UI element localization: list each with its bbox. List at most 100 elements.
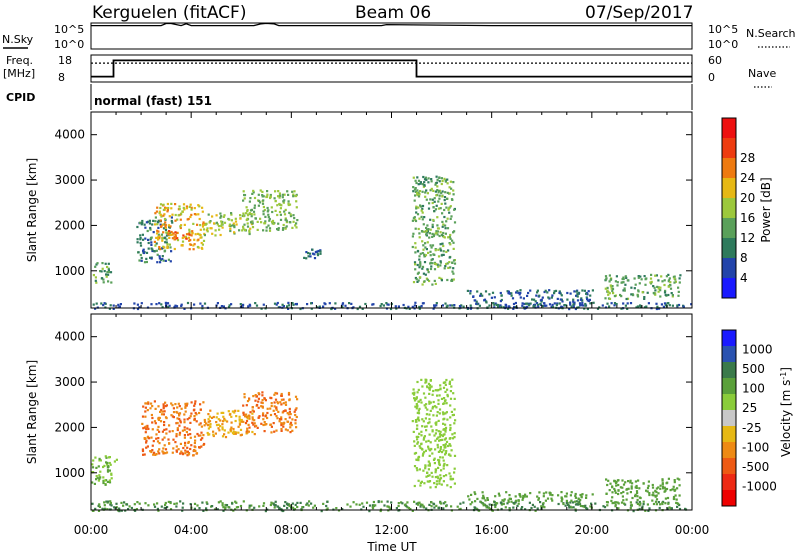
data-cell-0: [101, 277, 104, 280]
data-cell-9: [519, 296, 522, 299]
data-cell-3: [156, 236, 159, 240]
data-cell-2: [158, 257, 161, 260]
data-cell-5: [416, 469, 419, 472]
data-cell-8: [417, 206, 420, 209]
data-cell-7: [672, 497, 675, 500]
data-cell-8: [452, 189, 455, 192]
data-cell-3: [170, 207, 173, 210]
data-cell-2: [149, 450, 152, 453]
data-cell-2: [170, 250, 173, 253]
data-cell-2: [139, 253, 142, 257]
data-cell-8: [426, 241, 429, 244]
data-cell-8: [453, 221, 457, 224]
data-cell-5: [422, 392, 426, 395]
data-cell-9: [577, 292, 580, 295]
data-cell-1: [350, 302, 353, 305]
data-cell-4: [255, 424, 258, 427]
data-cell-5: [436, 446, 439, 449]
data-cell-3: [195, 213, 198, 216]
data-cell-1: [109, 501, 112, 505]
data-cell-2: [145, 439, 148, 442]
data-cell-1: [164, 501, 167, 505]
nsky-tick-bottom: 10^0: [54, 38, 84, 51]
data-cell-8: [444, 202, 447, 205]
data-cell-1: [676, 505, 679, 508]
data-cell-3: [206, 431, 209, 435]
data-cell-4: [261, 414, 265, 417]
data-cell-0: [102, 479, 105, 482]
data-cell-2: [142, 427, 145, 430]
data-cell-1: [500, 503, 503, 506]
data-cell-3: [156, 232, 159, 235]
data-cell-5: [229, 227, 232, 230]
data-cell-7: [613, 501, 616, 504]
data-cell-2: [160, 233, 163, 236]
data-cell-2: [184, 405, 187, 408]
data-cell-4: [274, 398, 278, 401]
data-cell-6: [561, 498, 564, 501]
data-cell-2: [139, 238, 142, 241]
data-cell-2: [183, 428, 186, 432]
data-cell-1: [664, 303, 667, 306]
data-cell-4: [269, 423, 272, 426]
data-cell-8: [415, 278, 418, 281]
data-cell-10: [623, 287, 626, 290]
data-cell-10: [633, 277, 636, 280]
data-cell-1: [418, 307, 421, 310]
data-cell-6: [501, 499, 504, 502]
data-cell-1: [407, 305, 410, 308]
data-cell-1: [527, 304, 530, 307]
data-cell-5: [413, 399, 417, 402]
data-cell-3: [209, 425, 212, 429]
data-cell-3: [193, 238, 196, 241]
data-cell-10: [630, 286, 633, 289]
data-cell-10: [608, 280, 611, 283]
data-cell-1: [138, 306, 141, 309]
data-cell-1: [395, 507, 398, 510]
data-cell-10: [608, 292, 611, 295]
data-cell-5: [230, 219, 233, 222]
data-cell-6: [274, 209, 277, 212]
data-cell-6: [271, 220, 274, 223]
data-cell-2: [170, 402, 173, 405]
data-cell-8: [436, 227, 440, 230]
data-cell-3: [155, 236, 158, 239]
data-cell-7: [651, 493, 654, 497]
data-cell-5: [211, 232, 214, 235]
data-cell-10: [677, 290, 680, 293]
data-cell-10: [612, 292, 615, 295]
data-cell-3: [240, 420, 243, 423]
data-cell-1: [287, 304, 290, 307]
data-cell-6: [261, 195, 264, 198]
data-cell-6: [279, 207, 282, 210]
data-cell-0: [99, 476, 102, 479]
data-cell-5: [439, 474, 442, 477]
data-cell-1: [253, 506, 256, 509]
data-cell-6: [253, 196, 257, 200]
data-cell-9: [550, 296, 553, 299]
data-cell-5: [229, 225, 232, 228]
data-cell-8: [449, 266, 452, 269]
data-cell-0: [98, 457, 101, 460]
data-cell-1: [182, 502, 185, 505]
data-cell-1: [346, 503, 349, 506]
data-cell-7: [639, 502, 642, 505]
data-cell-7: [661, 483, 664, 486]
data-cell-6: [486, 498, 489, 501]
data-cell-1: [286, 506, 289, 510]
data-cell-1: [575, 500, 578, 503]
data-cell-4: [257, 400, 260, 403]
data-cell-4: [276, 417, 279, 420]
data-cell-0: [106, 461, 109, 465]
data-cell-5: [438, 394, 441, 397]
data-cell-1: [128, 505, 131, 508]
data-cell-1: [459, 507, 462, 510]
data-cell-7: [631, 482, 634, 485]
data-cell-1: [281, 509, 284, 513]
data-cell-7: [652, 491, 655, 494]
data-cell-7: [614, 504, 617, 507]
data-cell-6: [285, 221, 288, 224]
data-cell-6: [268, 229, 272, 232]
data-cell-7: [319, 249, 322, 252]
data-cell-8: [431, 283, 434, 286]
